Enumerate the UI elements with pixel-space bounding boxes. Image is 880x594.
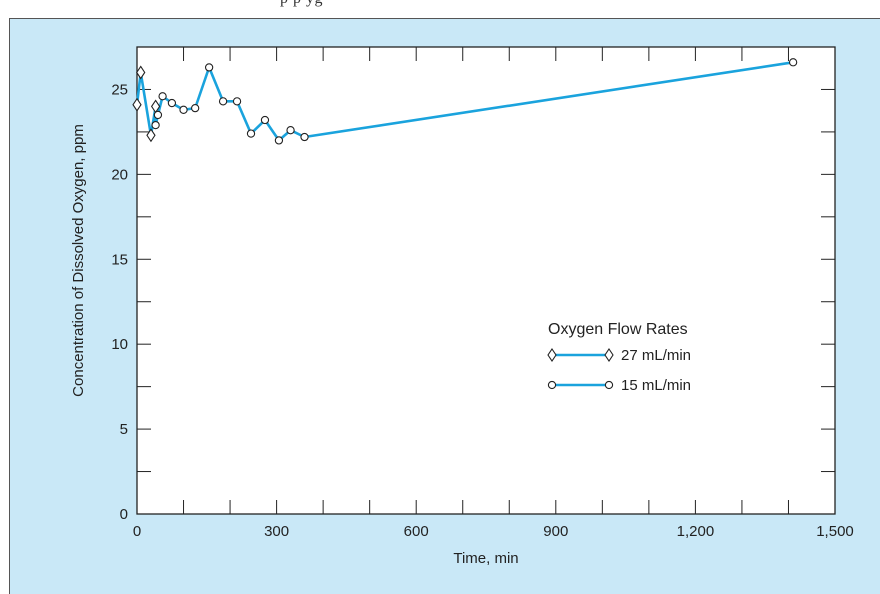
- y-tick-label: 25: [111, 81, 128, 98]
- y-tick-label: 10: [111, 336, 128, 353]
- circle-point: [286, 126, 295, 135]
- x-tick-label: 900: [543, 523, 568, 540]
- y-tick-label: 5: [120, 421, 128, 438]
- legend-title: Oxygen Flow Rates: [548, 321, 688, 338]
- clipped-header-strip: p p yg: [0, 0, 880, 18]
- x-tick-label: 600: [404, 523, 429, 540]
- legend-marker: [604, 348, 614, 362]
- circle-point: [153, 110, 163, 120]
- x-tick-label: 300: [264, 523, 289, 540]
- circle-point: [204, 63, 214, 72]
- y-tick-label: 0: [120, 506, 128, 523]
- series-line: [135, 71, 157, 137]
- circle-point: [274, 136, 284, 145]
- series-layer: [132, 58, 798, 145]
- series-markers: [151, 58, 798, 145]
- circle-point: [788, 58, 798, 67]
- legend-label: 15 mL/min: [621, 377, 691, 394]
- legend-label: 27 mL/min: [621, 347, 691, 364]
- diamond-point: [132, 97, 142, 112]
- x-tick-label: 0: [133, 523, 141, 540]
- legend: Oxygen Flow Rates 27 mL/min 15 mL/min: [547, 321, 691, 394]
- circle-point: [191, 103, 200, 113]
- x-tick-label: 1,500: [816, 523, 854, 540]
- legend-item: 27 mL/min: [547, 347, 691, 364]
- legend-marker: [547, 380, 557, 390]
- diamond-point: [136, 65, 146, 80]
- legend-marker: [604, 380, 614, 390]
- circle-point: [167, 98, 177, 108]
- circle-point: [158, 92, 167, 101]
- circle-point: [151, 120, 160, 130]
- y-tick-label: 15: [111, 251, 128, 268]
- legend-item: 15 mL/min: [547, 377, 691, 394]
- circle-point: [260, 115, 270, 125]
- y-tick-label: 20: [111, 166, 128, 183]
- circle-point: [300, 132, 309, 142]
- clipped-header-text: p p yg: [280, 0, 323, 8]
- series-diamond: [135, 71, 157, 137]
- x-axis-title: Time, min: [453, 550, 518, 567]
- plot-area: [136, 46, 836, 515]
- circle-point: [232, 97, 242, 106]
- circle-point: [179, 105, 188, 114]
- x-tick-label: 1,200: [677, 523, 715, 540]
- circle-point: [246, 129, 256, 138]
- circle-point: [218, 97, 228, 106]
- series-markers: [132, 65, 161, 143]
- diamond-point: [146, 128, 156, 143]
- axis-ticks: 0 300 600 900 1,200 1,500 0 5 10 15 20 25: [111, 46, 854, 540]
- legend-marker: [547, 348, 557, 362]
- y-axis-title: Concentration of Dissolved Oxygen, ppm: [70, 124, 87, 397]
